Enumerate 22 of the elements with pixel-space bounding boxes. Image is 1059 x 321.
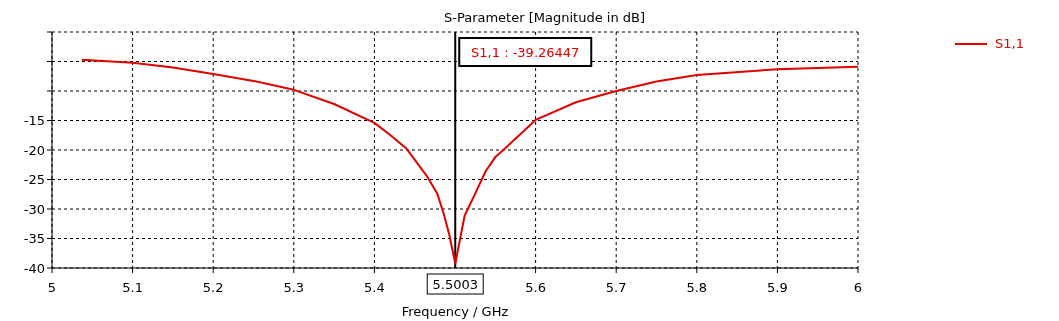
x-axis-title: Frequency / GHz bbox=[401, 304, 509, 319]
y-tick-label: -20 bbox=[23, 142, 45, 158]
x-tick-label: 5.6 bbox=[525, 280, 546, 295]
x-tick-label: 5.4 bbox=[364, 280, 385, 295]
y-tick-label: -15 bbox=[23, 113, 45, 129]
x-tick-label: 5.2 bbox=[202, 280, 224, 295]
x-tick-label: 5.1 bbox=[122, 280, 143, 295]
x-tick-label: 5.8 bbox=[686, 280, 708, 295]
chart-title: S-Parameter [Magnitude in dB] bbox=[443, 9, 646, 27]
legend-label: S1,1 bbox=[995, 36, 1024, 51]
y-tick-label: -30 bbox=[23, 201, 45, 217]
y-tick-label: -35 bbox=[23, 231, 45, 247]
line-series bbox=[80, 58, 858, 265]
x-tick-label: 6 bbox=[853, 280, 863, 295]
x-tick-label: 5.3 bbox=[283, 280, 305, 295]
y-tick-label: -40 bbox=[23, 260, 45, 276]
y-tick-label: -25 bbox=[23, 172, 45, 188]
x-tick-label: 5.7 bbox=[605, 280, 627, 295]
x-tick-label: 5 bbox=[47, 280, 57, 295]
ref-line-label: 5.5003 bbox=[432, 277, 478, 292]
x-tick-label: 5.9 bbox=[767, 280, 788, 295]
annotation: S1,1 : -39.26447 bbox=[471, 45, 580, 60]
